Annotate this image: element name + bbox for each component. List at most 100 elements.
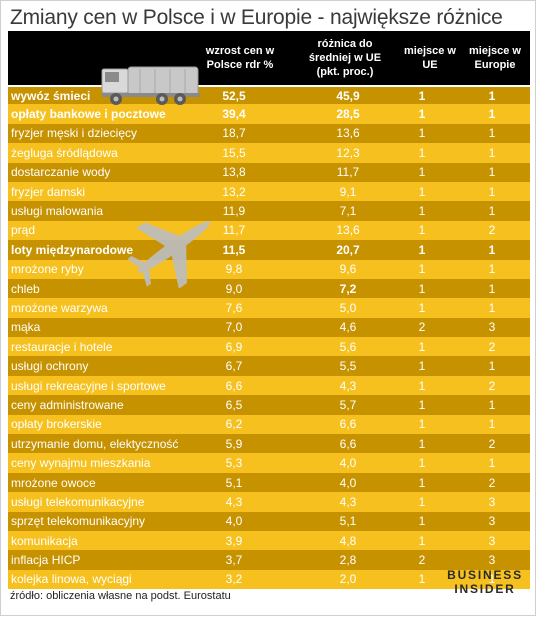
row-eu-rank: 1 (418, 572, 426, 587)
table-row: loty międzynarodowe 11,5 20,7 1 1 (8, 240, 530, 260)
table-row: kolejka linowa, wyciągi 3,2 2,0 1 1 (8, 569, 530, 590)
row-name: opłaty bankowe i pocztowe (11, 107, 166, 122)
airplane-icon (128, 221, 211, 288)
row-name: usługi rekreacyjne i sportowe (11, 378, 166, 393)
row-diff: 13,6 (336, 223, 360, 238)
row-growth: 11,5 (222, 242, 246, 257)
row-diff: 2,0 (339, 572, 357, 587)
table-header: wzrost cen w Polsce rdr % różnica do śre… (8, 31, 530, 85)
row-eu-rank: 1 (418, 514, 426, 529)
row-europe-rank: 1 (488, 242, 496, 257)
row-diff: 5,7 (339, 397, 357, 412)
row-eu-rank: 1 (418, 417, 426, 432)
table-row: ceny wynajmu mieszkania 5,3 4,0 1 1 (8, 453, 530, 473)
row-eu-rank: 1 (418, 533, 426, 548)
row-diff: 11,7 (336, 165, 360, 180)
row-eu-rank: 1 (418, 184, 426, 199)
table-row: usługi telekomunikacyjne 4,3 4,3 1 3 (8, 492, 530, 512)
row-growth: 11,7 (222, 223, 246, 238)
row-eu-rank: 1 (418, 262, 426, 277)
garbage-truck-icon (101, 66, 200, 105)
row-eu-rank: 1 (418, 494, 426, 509)
row-europe-rank: 2 (488, 436, 496, 451)
row-europe-rank: 2 (488, 339, 496, 354)
row-name: ceny administrowane (11, 397, 124, 412)
row-europe-rank: 3 (488, 320, 496, 335)
row-eu-rank: 1 (418, 436, 426, 451)
row-name: wywóz śmieci (11, 88, 91, 103)
row-diff: 2,8 (339, 553, 357, 568)
row-europe-rank: 1 (488, 184, 496, 199)
row-name: inflacja HICP (11, 553, 81, 568)
table-row: ceny administrowane 6,5 5,7 1 1 (8, 395, 530, 415)
row-growth: 4,0 (225, 514, 243, 529)
header-eu-rank: miejsce w UE (404, 45, 456, 71)
row-europe-rank: 1 (488, 88, 496, 103)
row-name: mrożone warzywa (11, 300, 108, 315)
row-diff: 5,0 (339, 300, 357, 315)
row-diff: 4,0 (339, 475, 357, 490)
row-name: usługi malowania (11, 204, 104, 219)
row-name: ceny wynajmu mieszkania (11, 456, 151, 471)
table-row: mrożone warzywa 7,6 5,0 1 1 (8, 298, 530, 318)
row-growth: 9,0 (225, 281, 243, 296)
table-row: usługi malowania 11,9 7,1 1 1 (8, 201, 530, 221)
table-row: utrzymanie domu, elektyczność 5,9 6,6 1 2 (8, 434, 530, 454)
row-europe-rank: 3 (488, 494, 496, 509)
table-row: usługi ochrony 6,7 5,5 1 1 (8, 356, 530, 376)
row-name: loty międzynarodowe (11, 242, 134, 257)
row-name: usługi ochrony (11, 359, 89, 374)
row-name: dostarczanie wody (11, 165, 111, 180)
row-europe-rank: 3 (488, 533, 496, 548)
row-name: usługi telekomunikacyjne (11, 494, 145, 509)
row-europe-rank: 1 (488, 165, 496, 180)
row-europe-rank: 3 (488, 553, 496, 568)
row-diff: 13,6 (336, 126, 360, 141)
row-name: fryzjer damski (11, 184, 86, 199)
row-eu-rank: 1 (418, 339, 426, 354)
row-growth: 5,9 (225, 436, 243, 451)
table-row: usługi rekreacyjne i sportowe 6,6 4,3 1 2 (8, 375, 530, 396)
table-row: fryzjer damski 13,2 9,1 1 1 (8, 181, 530, 202)
row-diff: 4,0 (339, 456, 357, 471)
header-europe-rank: miejsce w Europie (469, 45, 521, 71)
row-growth: 5,1 (225, 475, 243, 490)
row-name: komunikacja (11, 533, 78, 548)
row-diff: 6,6 (339, 417, 357, 432)
row-growth: 6,7 (225, 359, 243, 374)
table-row: fryzjer męski i dziecięcy 18,7 13,6 1 1 (8, 123, 530, 144)
row-diff: 45,9 (336, 88, 360, 103)
row-name: opłaty brokerskie (11, 417, 102, 432)
table-row: opłaty bankowe i pocztowe 39,4 28,5 1 1 (8, 104, 530, 124)
row-name: mrożone ryby (11, 262, 84, 277)
row-europe-rank: 1 (488, 359, 496, 374)
table-body: wywóz śmieci 52,5 45,9 1 1 opłaty bankowe i p… (8, 85, 530, 590)
row-eu-rank: 1 (418, 107, 426, 122)
row-growth: 5,3 (225, 456, 243, 471)
table-row: mąka 7,0 4,6 2 3 (8, 317, 530, 338)
row-name: sprzęt telekomunikacyjny (11, 514, 146, 529)
row-diff: 4,8 (339, 533, 357, 548)
row-growth: 3,7 (225, 553, 243, 568)
row-eu-rank: 1 (418, 300, 426, 315)
row-europe-rank: 1 (488, 397, 496, 412)
row-growth: 39,4 (222, 107, 246, 122)
row-europe-rank: 1 (488, 300, 496, 315)
row-eu-rank: 1 (418, 165, 426, 180)
row-name: mąka (11, 320, 41, 335)
row-eu-rank: 2 (418, 553, 426, 568)
row-diff: 4,6 (339, 320, 357, 335)
row-europe-rank: 2 (488, 223, 496, 238)
table-row: dostarczanie wody 13,8 11,7 1 1 (8, 162, 530, 182)
row-growth: 7,0 (225, 320, 243, 335)
row-europe-rank: 1 (488, 107, 496, 122)
row-diff: 9,6 (339, 262, 357, 277)
row-name: prąd (11, 223, 36, 238)
row-diff: 12,3 (336, 145, 360, 160)
row-europe-rank: 1 (488, 417, 496, 432)
table-row: sprzęt telekomunikacyjny 4,0 5,1 1 3 (8, 511, 530, 531)
row-growth: 52,5 (222, 88, 246, 103)
row-growth: 13,8 (222, 165, 246, 180)
row-diff: 4,3 (339, 494, 357, 509)
row-diff: 5,5 (339, 359, 357, 374)
